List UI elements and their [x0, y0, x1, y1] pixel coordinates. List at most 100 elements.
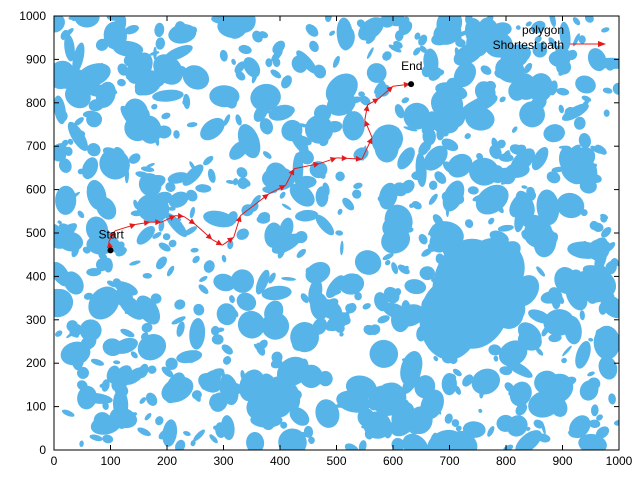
polygon-blob: [551, 166, 565, 173]
polygon-blob: [305, 24, 319, 37]
polygon-blob: [117, 78, 126, 87]
polygon-blob: [289, 407, 310, 426]
polygon-blob: [329, 30, 336, 36]
polygon-blob: [572, 33, 580, 47]
polygon-blob: [223, 114, 231, 126]
polygon-blob: [434, 96, 457, 117]
polygon-blob: [113, 360, 121, 365]
polygon-blob: [211, 334, 224, 345]
polygon-blob: [339, 332, 344, 337]
polygon-blob: [381, 226, 411, 254]
polygon-blob: [158, 429, 169, 440]
polygon-blob: [246, 432, 265, 450]
polygon-blob: [558, 69, 565, 76]
polygon-blob: [79, 440, 84, 448]
polygon-blob: [139, 174, 166, 192]
polygon-blob: [499, 96, 506, 103]
polygon-blob: [462, 374, 474, 387]
path-arrowhead: [364, 120, 370, 127]
polygon-blob: [525, 426, 531, 431]
polygon-blob: [271, 233, 302, 254]
polygon-blob: [158, 220, 165, 232]
polygon-blob: [161, 366, 174, 378]
polygon-blob: [67, 121, 88, 151]
y-tick-label: 0: [39, 443, 46, 457]
polygon-blob: [498, 153, 514, 162]
polygon-blob: [221, 415, 235, 441]
polygon-blob: [104, 82, 118, 94]
polygon-blob: [379, 79, 386, 88]
polygon-blob: [559, 21, 571, 51]
polygon-blob: [192, 321, 201, 333]
polygon-blob: [312, 317, 328, 335]
polygon-blob: [74, 16, 100, 28]
polygon-blob: [362, 303, 371, 310]
polygon-blob: [279, 191, 286, 199]
polygon-blob: [232, 178, 239, 186]
polygon-blob: [390, 410, 417, 437]
polygon-blob: [259, 118, 274, 135]
polygon-blob: [374, 292, 389, 312]
polygon-blob: [398, 20, 413, 36]
y-tick-label: 500: [26, 226, 46, 240]
polygon-blob: [112, 40, 144, 57]
polygon-blob: [535, 347, 544, 356]
polygon-blob: [603, 109, 610, 117]
polygon-blob: [106, 16, 121, 21]
polygon-blob: [365, 34, 376, 44]
polygon-blob: [354, 250, 382, 275]
polygon-blob: [441, 138, 459, 152]
polygon-blob: [86, 179, 107, 211]
polygon-blob: [451, 419, 460, 427]
polygon-blob: [414, 375, 436, 399]
polygon-blob: [77, 210, 85, 219]
polygon-blob: [526, 190, 537, 201]
polygon-blob: [135, 171, 149, 178]
x-tick-label: 300: [213, 454, 233, 468]
polygon-blob: [54, 68, 89, 89]
legend: polygon Shortest path: [493, 23, 606, 52]
polygon-blob: [422, 127, 436, 146]
polygon-blob: [296, 135, 312, 146]
polygon-blob: [558, 104, 565, 114]
polygon-blob: [354, 292, 362, 301]
polygon-blob: [589, 220, 599, 230]
y-tick-label: 900: [26, 52, 46, 66]
polygon-blob: [540, 291, 559, 304]
polygon-blob: [604, 242, 616, 253]
polygon-blob: [71, 16, 78, 22]
polygon-blob: [318, 171, 326, 179]
polygon-blob: [295, 209, 319, 222]
polygon-blob: [521, 230, 531, 241]
polygon-blob: [226, 278, 235, 287]
polygon-blob: [102, 401, 109, 410]
polygon-blob: [203, 210, 235, 228]
polygon-blob: [86, 267, 102, 277]
polygon-blob: [229, 295, 235, 304]
polygon-blob: [98, 251, 108, 262]
polygon-blob: [203, 155, 214, 166]
polygon-blob: [587, 292, 599, 304]
polygon-blob: [509, 298, 526, 321]
polygon-blob: [195, 184, 212, 193]
polygon-blob: [235, 70, 246, 81]
polygon-blob: [536, 266, 546, 277]
polygon-blob: [601, 27, 610, 33]
polygon-blob: [363, 324, 376, 336]
polygon-blob: [72, 42, 85, 74]
polygon-blob: [487, 426, 495, 437]
polygon-blob: [391, 262, 399, 275]
polygon-blob: [585, 380, 594, 389]
polygon-blob: [337, 208, 343, 215]
polygon-blob: [101, 237, 109, 247]
polygon-blob: [171, 316, 186, 325]
polygon-blob: [88, 232, 112, 252]
polygon-blob: [608, 393, 616, 405]
polygon-blob: [190, 440, 196, 447]
polygon-blob: [154, 22, 165, 38]
polygon-blob: [140, 166, 155, 172]
polygon-blob: [428, 193, 438, 205]
polygon-blob: [594, 248, 607, 271]
end-label: End: [401, 59, 422, 73]
polygon-blob: [278, 428, 307, 450]
